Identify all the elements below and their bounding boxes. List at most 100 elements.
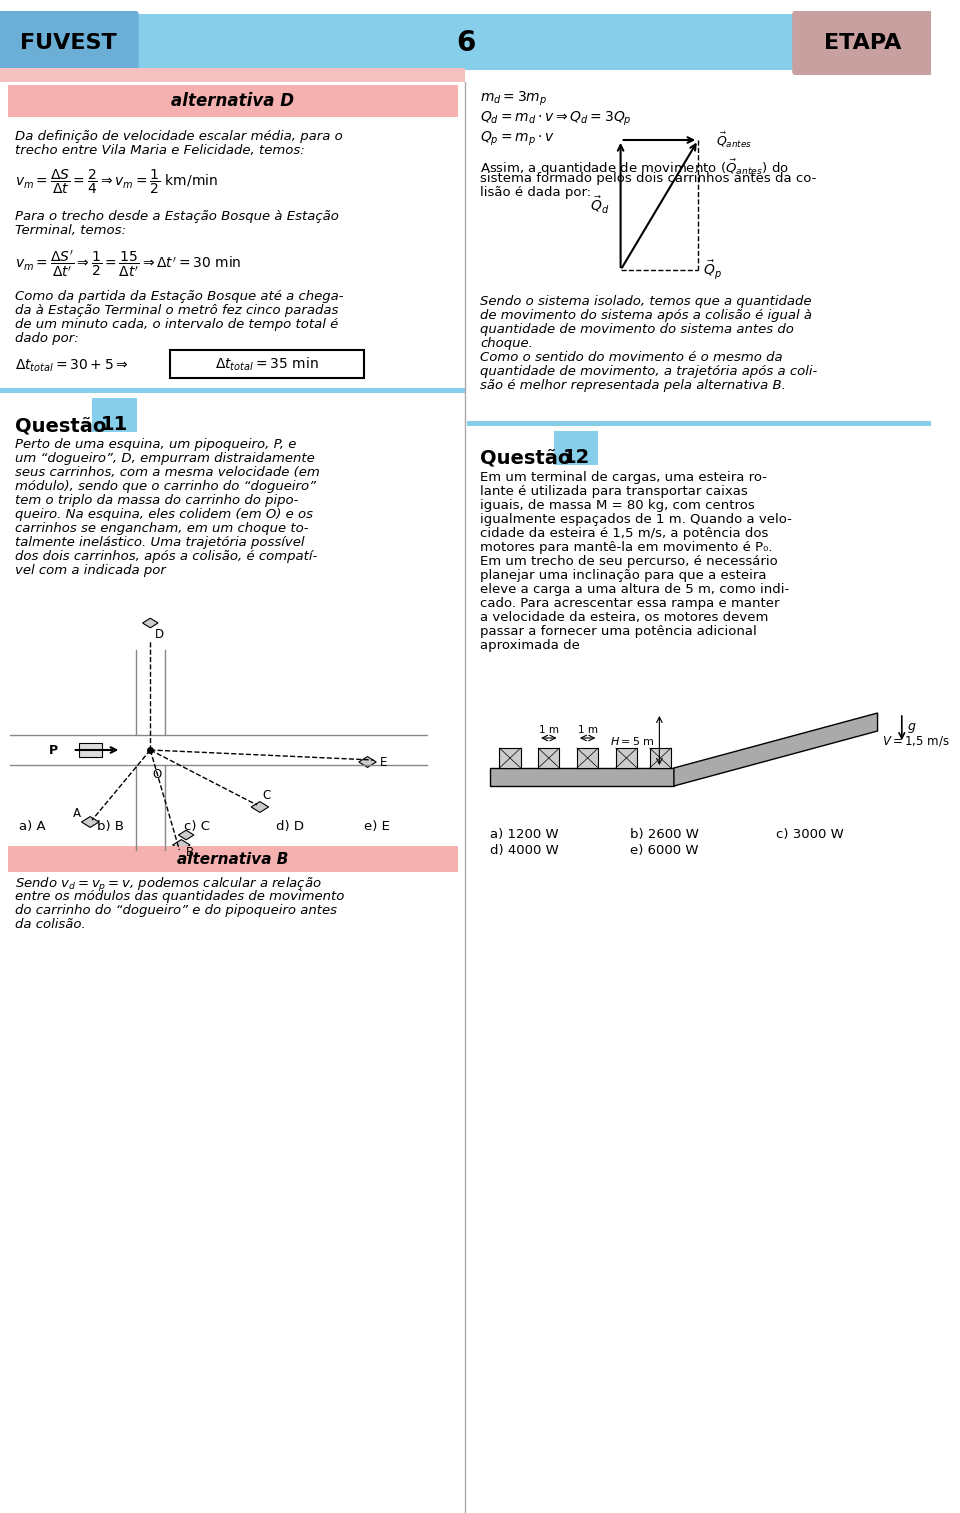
Text: $\vec{Q}_d$: $\vec{Q}_d$ <box>589 195 609 215</box>
Bar <box>650 747 671 769</box>
Text: alternativa B: alternativa B <box>177 852 288 867</box>
Text: do carrinho do “dogueiro” e do pipoqueiro antes: do carrinho do “dogueiro” e do pipoqueir… <box>14 903 337 917</box>
FancyBboxPatch shape <box>8 14 924 70</box>
Text: 6: 6 <box>456 29 475 57</box>
Bar <box>577 747 598 769</box>
Text: dado por:: dado por: <box>14 331 79 345</box>
Text: de movimento do sistema após a colisão é igual à: de movimento do sistema após a colisão é… <box>480 309 812 322</box>
Polygon shape <box>179 831 194 840</box>
Text: $g$: $g$ <box>906 722 916 735</box>
Text: 1 m: 1 m <box>539 725 559 735</box>
Text: $\Delta t_{total} = 35\ \mathrm{min}$: $\Delta t_{total} = 35\ \mathrm{min}$ <box>215 356 319 372</box>
Text: cado. Para acrescentar essa rampa e manter: cado. Para acrescentar essa rampa e mant… <box>480 598 780 610</box>
Text: trecho entre Vila Maria e Felicidade, temos:: trecho entre Vila Maria e Felicidade, te… <box>14 144 304 157</box>
Text: Questão: Questão <box>14 416 106 436</box>
Text: O: O <box>153 769 161 781</box>
Text: vel com a indicada por: vel com a indicada por <box>14 564 165 576</box>
Text: módulo), sendo que o carrinho do “dogueiro”: módulo), sendo que o carrinho do “doguei… <box>14 480 316 493</box>
Polygon shape <box>82 817 99 828</box>
Text: $V = 1{,}5\ \mathrm{m/s}$: $V = 1{,}5\ \mathrm{m/s}$ <box>882 734 950 747</box>
Text: b) B: b) B <box>97 820 124 834</box>
Polygon shape <box>359 756 376 767</box>
Text: e) 6000 W: e) 6000 W <box>631 844 699 856</box>
Text: 11: 11 <box>101 415 128 434</box>
Text: de um minuto cada, o intervalo de tempo total é: de um minuto cada, o intervalo de tempo … <box>14 318 338 331</box>
Text: b) 2600 W: b) 2600 W <box>631 828 699 841</box>
Text: sistema formado pelos dois carrinhos antes da co-: sistema formado pelos dois carrinhos ant… <box>480 172 816 185</box>
Text: P: P <box>49 743 58 756</box>
Text: 1 m: 1 m <box>578 725 598 735</box>
FancyBboxPatch shape <box>92 398 136 433</box>
Text: lisão é dada por:: lisão é dada por: <box>480 186 591 200</box>
Text: igualmente espaçados de 1 m. Quando a velo-: igualmente espaçados de 1 m. Quando a ve… <box>480 513 792 527</box>
Text: E: E <box>380 755 388 769</box>
Text: um “dogueiro”, D, empurram distraidamente: um “dogueiro”, D, empurram distraidament… <box>14 452 314 464</box>
Text: $m_d = 3m_p$: $m_d = 3m_p$ <box>480 89 547 109</box>
Bar <box>170 350 364 378</box>
Text: D: D <box>156 628 164 642</box>
Text: FUVEST: FUVEST <box>19 33 116 53</box>
Text: A: A <box>73 806 81 820</box>
Text: Da definição de velocidade escalar média, para o: Da definição de velocidade escalar média… <box>14 130 343 144</box>
Text: aproximada de: aproximada de <box>480 638 580 652</box>
Text: alternativa D: alternativa D <box>171 92 294 110</box>
Text: seus carrinhos, com a mesma velocidade (em: seus carrinhos, com a mesma velocidade (… <box>14 466 320 480</box>
Text: Em um terminal de cargas, uma esteira ro-: Em um terminal de cargas, uma esteira ro… <box>480 471 767 484</box>
Text: choque.: choque. <box>480 337 533 350</box>
Bar <box>539 747 560 769</box>
Text: $v_m = \dfrac{\Delta S'}{\Delta t'} \Rightarrow \dfrac{1}{2} = \dfrac{15}{\Delta: $v_m = \dfrac{\Delta S'}{\Delta t'} \Rig… <box>14 248 241 278</box>
Text: Para o trecho desde a Estação Bosque à Estação: Para o trecho desde a Estação Bosque à E… <box>14 210 339 222</box>
Text: ETAPA: ETAPA <box>825 33 901 53</box>
Text: $\vec{Q}_{antes}$: $\vec{Q}_{antes}$ <box>715 130 752 150</box>
Text: $Q_p = m_p \cdot v$: $Q_p = m_p \cdot v$ <box>480 130 555 148</box>
Text: Sendo o sistema isolado, temos que a quantidade: Sendo o sistema isolado, temos que a qua… <box>480 295 811 309</box>
FancyBboxPatch shape <box>8 85 458 117</box>
Text: Terminal, temos:: Terminal, temos: <box>14 224 126 238</box>
Text: talmente inelástico. Uma trajetória possível: talmente inelástico. Uma trajetória poss… <box>14 536 304 549</box>
Text: planejar uma inclinação para que a esteira: planejar uma inclinação para que a estei… <box>480 569 766 583</box>
Text: iguais, de massa M = 80 kg, com centros: iguais, de massa M = 80 kg, com centros <box>480 499 755 511</box>
Text: são é melhor representada pela alternativa B.: são é melhor representada pela alternati… <box>480 378 786 392</box>
Text: $\vec{Q}_p$: $\vec{Q}_p$ <box>703 259 722 281</box>
Polygon shape <box>173 840 190 850</box>
Text: cidade da esteira é 1,5 m/s, a potência dos: cidade da esteira é 1,5 m/s, a potência … <box>480 527 768 540</box>
Text: d) 4000 W: d) 4000 W <box>490 844 559 856</box>
Text: Questão: Questão <box>480 449 571 468</box>
Text: quantidade de movimento, a trajetória após a coli-: quantidade de movimento, a trajetória ap… <box>480 365 817 378</box>
Text: da colisão.: da colisão. <box>14 918 85 930</box>
Bar <box>615 747 637 769</box>
Text: eleve a carga a uma altura de 5 m, como indi-: eleve a carga a uma altura de 5 m, como … <box>480 583 789 596</box>
Text: a) A: a) A <box>19 820 46 834</box>
Text: $H = 5\ \mathrm{m}$: $H = 5\ \mathrm{m}$ <box>610 735 655 747</box>
Text: $\Delta t_{total} = 30 + 5 \Rightarrow$: $\Delta t_{total} = 30 + 5 \Rightarrow$ <box>14 359 129 374</box>
Bar <box>0 68 466 82</box>
Text: Sendo $v_d = v_p = v$, podemos calcular a relação: Sendo $v_d = v_p = v$, podemos calcular … <box>14 876 322 894</box>
Polygon shape <box>674 713 877 785</box>
Text: dos dois carrinhos, após a colisão, é compatí-: dos dois carrinhos, após a colisão, é co… <box>14 551 317 563</box>
Text: passar a fornecer uma potência adicional: passar a fornecer uma potência adicional <box>480 625 756 638</box>
FancyBboxPatch shape <box>8 846 458 871</box>
Polygon shape <box>252 802 269 812</box>
Polygon shape <box>79 743 102 756</box>
Text: c) 3000 W: c) 3000 W <box>776 828 844 841</box>
Text: Em um trecho de seu percurso, é necessário: Em um trecho de seu percurso, é necessár… <box>480 555 778 567</box>
FancyBboxPatch shape <box>792 11 934 76</box>
Text: 12: 12 <box>563 448 589 468</box>
FancyBboxPatch shape <box>0 11 138 76</box>
Text: B: B <box>186 846 194 859</box>
Text: da à Estação Terminal o metrô fez cinco paradas: da à Estação Terminal o metrô fez cinco … <box>14 304 338 318</box>
Text: Perto de uma esquina, um pipoqueiro, P, e: Perto de uma esquina, um pipoqueiro, P, … <box>14 437 296 451</box>
Text: entre os módulos das quantidades de movimento: entre os módulos das quantidades de movi… <box>14 890 344 903</box>
Text: Como da partida da Estação Bosque até a chega-: Como da partida da Estação Bosque até a … <box>14 290 343 303</box>
Text: motores para mantê-la em movimento é P₀.: motores para mantê-la em movimento é P₀. <box>480 542 773 554</box>
Bar <box>499 747 520 769</box>
Text: C: C <box>263 788 271 802</box>
Text: carrinhos se engancham, em um choque to-: carrinhos se engancham, em um choque to- <box>14 522 308 536</box>
Text: c) C: c) C <box>184 820 210 834</box>
Bar <box>0 387 466 393</box>
Text: a velocidade da esteira, os motores devem: a velocidade da esteira, os motores deve… <box>480 611 768 623</box>
Text: Como o sentido do movimento é o mesmo da: Como o sentido do movimento é o mesmo da <box>480 351 782 365</box>
Text: a) 1200 W: a) 1200 W <box>490 828 559 841</box>
FancyBboxPatch shape <box>554 431 598 464</box>
Text: $Q_d = m_d \cdot v \Rightarrow Q_d = 3Q_p$: $Q_d = m_d \cdot v \Rightarrow Q_d = 3Q_… <box>480 110 632 129</box>
